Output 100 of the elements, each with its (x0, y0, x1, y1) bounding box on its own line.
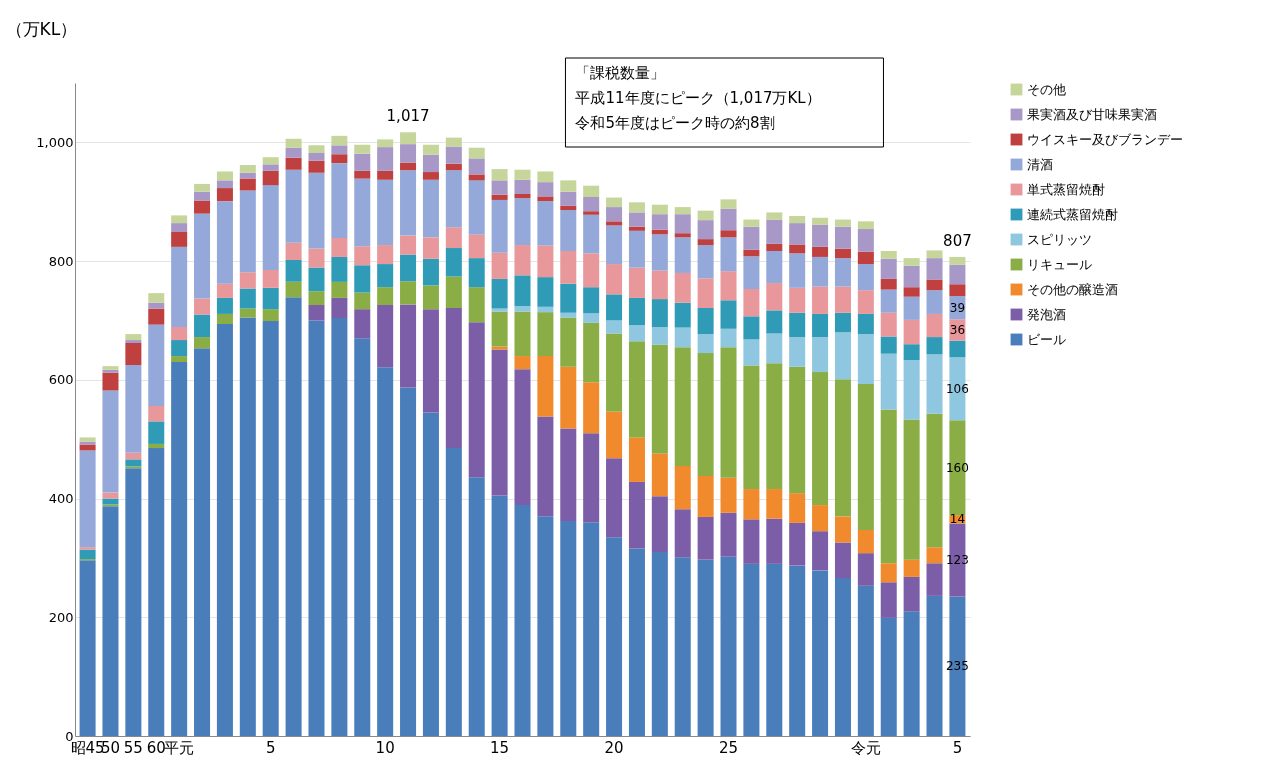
bar (583, 433, 600, 523)
bar (651, 496, 668, 552)
bar (606, 333, 623, 412)
bar (651, 453, 668, 497)
legend-label: ビール (1027, 331, 1066, 347)
bar (903, 559, 920, 577)
bar (308, 172, 325, 249)
bar (216, 171, 233, 181)
bar (194, 348, 211, 736)
legend-label: 連続式蒸留焼酎 (1027, 206, 1118, 222)
bar (926, 290, 943, 314)
bar (354, 309, 371, 339)
bar (445, 170, 462, 228)
bar (812, 246, 829, 257)
bar (216, 313, 233, 325)
bar (606, 207, 623, 222)
bar (812, 217, 829, 225)
bar (697, 353, 714, 476)
bar (789, 287, 806, 313)
bar (766, 333, 783, 364)
bar (789, 366, 806, 494)
bar (857, 251, 874, 265)
bar (651, 204, 668, 215)
bar (812, 224, 829, 247)
bar (903, 287, 920, 297)
bar (743, 256, 760, 289)
bar (514, 198, 531, 246)
bar (834, 258, 851, 287)
bar (651, 551, 668, 736)
bar (651, 234, 668, 271)
bar (766, 518, 783, 564)
bar (560, 251, 577, 284)
bar (606, 264, 623, 295)
bar (880, 289, 897, 313)
bar (834, 332, 851, 380)
bar (194, 213, 211, 299)
bar (766, 563, 783, 736)
bar (468, 158, 485, 175)
bar (537, 182, 554, 197)
bar (514, 194, 531, 199)
bar (194, 314, 211, 338)
bar (651, 299, 668, 327)
bar (789, 215, 806, 224)
bar (148, 443, 165, 449)
bar (926, 313, 943, 338)
bar (812, 256, 829, 287)
bar (262, 287, 279, 310)
bar (239, 172, 256, 179)
bar (537, 196, 554, 202)
bar (262, 321, 279, 736)
bar (216, 188, 233, 202)
bar (674, 347, 691, 466)
bar (354, 153, 371, 171)
bar (514, 369, 531, 506)
bar (171, 326, 188, 341)
x-tick-label: 10 (375, 738, 395, 757)
bar (903, 319, 920, 345)
bar (720, 208, 737, 231)
bar (377, 147, 394, 171)
bar (560, 428, 577, 522)
bar (514, 356, 531, 370)
bar (125, 452, 142, 460)
bar (194, 191, 211, 201)
bar (697, 516, 714, 560)
bar (812, 570, 829, 736)
x-tick-label: 5 (952, 738, 963, 757)
bar (560, 521, 577, 736)
bar (171, 215, 188, 224)
bar (789, 253, 806, 288)
bar (102, 390, 119, 493)
bar (125, 459, 142, 467)
bar (628, 230, 645, 268)
bar (491, 349, 508, 496)
bar (766, 489, 783, 519)
bar (674, 465, 691, 510)
bar (903, 611, 920, 736)
bar (606, 221, 623, 226)
bar (400, 387, 417, 736)
bar (171, 362, 188, 736)
bar (926, 337, 943, 355)
y-tick-label: 600 (48, 372, 74, 388)
bar (171, 246, 188, 327)
bar (789, 522, 806, 566)
bar (766, 212, 783, 220)
bar (949, 284, 966, 297)
bar (857, 585, 874, 736)
bar (628, 226, 645, 231)
bar (468, 477, 485, 736)
bar (628, 297, 645, 326)
bar (422, 412, 439, 736)
bar (834, 516, 851, 543)
bar (743, 489, 760, 520)
bar (400, 162, 417, 171)
bar (377, 367, 394, 736)
bar (834, 578, 851, 736)
bar (514, 169, 531, 180)
bar (445, 146, 462, 164)
bar (606, 411, 623, 459)
bar (239, 164, 256, 173)
legend-label: 発泡酒 (1027, 306, 1066, 322)
